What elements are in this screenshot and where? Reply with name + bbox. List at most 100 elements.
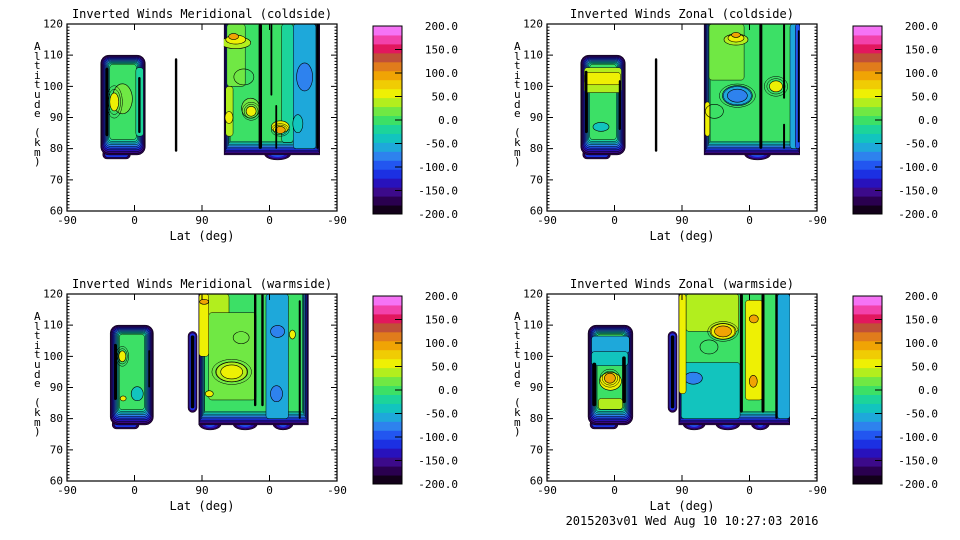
chart-title: Inverted Winds Zonal (warmside) [570,277,794,291]
contour-dark-streak [783,24,786,99]
contour-spot [604,372,616,384]
tick-label: -100.0 [418,431,458,444]
x-tick-labels: -90 0 90 0 -90 [57,484,347,497]
tick-label: -100.0 [898,431,938,444]
x-axis-label: Lat (deg) [169,499,235,513]
contour-band [591,335,630,354]
tick-label: 90 [195,214,208,227]
contour-spot [270,385,283,403]
contour-line [115,346,129,367]
contour-content [100,24,320,161]
tick-label: 70 [50,443,63,456]
right-contour-field [223,24,320,161]
tick-label: 100.0 [425,337,458,350]
tick-label: 100 [43,350,63,363]
x-axis-label: Lat (deg) [169,229,235,243]
contour-spot [274,126,286,134]
y-axis-ticks [547,293,817,482]
contour-dark-streak [258,24,263,149]
tick-label: -200.0 [418,208,458,221]
contour-dark-streak [270,24,273,96]
tick-label: 70 [530,443,543,456]
tick-label: -90 [807,214,827,227]
contour-dark-streak [618,80,621,130]
chart-title: Inverted Winds Zonal (coldside) [570,7,794,21]
tick-label: 110 [43,49,63,62]
tick-label: 200.0 [905,20,938,33]
contour-band [678,294,687,394]
panel-meridional-coldside: 120 110 100 90 80 70 60 -90 0 90 0 -90 200.0 150.0 100… [0,0,480,270]
y-axis-label: A l t i t u d e ( k m ) [34,40,41,169]
contour-line [699,339,719,355]
tick-label: 100 [43,80,63,93]
tick-label: 200.0 [425,290,458,303]
y-tick-labels: 120 110 100 90 80 70 60 [43,288,63,488]
tick-label: -50.0 [905,138,938,151]
contour-line [719,83,756,108]
contour-line [216,361,248,382]
colorbar: 200.0 150.0 100.0 50.0 0.0 -50.0 -100.0 -150.0 -… [852,20,939,221]
contour-spot [292,114,304,134]
left-contour-blob [109,324,154,430]
contour-spot [769,80,783,93]
contour-line [710,323,736,340]
tick-label: 100.0 [905,337,938,350]
tick-label: -150.0 [418,455,458,468]
tick-label: 110 [43,319,63,332]
contour-spot [224,111,234,124]
tick-label: 0.0 [918,114,938,127]
tick-label: 80 [50,412,63,425]
contour-dark-streak [622,356,626,404]
tick-label: 0 [746,484,753,497]
panel-zonal-warmside: 120 110 100 90 80 70 60 -90 0 90 0 -90 200.0 150.0 100… [480,270,960,540]
tick-label: 90 [530,381,543,394]
contour-spot [118,350,127,363]
tick-label: 50.0 [912,91,939,104]
contour-band [208,312,257,401]
tick-label: 50.0 [912,361,939,374]
tick-label: 0 [266,214,273,227]
tick-label: -90 [327,214,347,227]
tick-label: 0.0 [438,384,458,397]
tick-label: 100.0 [425,67,458,80]
contour-line [233,68,255,86]
contour-dark-streak [592,362,597,407]
contour-dark-streak [584,70,588,134]
tick-label: 90 [530,111,543,124]
y-axis-label: A l t i t u d e ( k m ) [34,310,41,439]
tick-label: 110 [523,49,543,62]
tick-label: 60 [50,475,63,488]
contour-dark-streak [138,76,141,134]
x-axis-ticks [134,24,270,211]
contour-spot [592,122,610,132]
y-axis-ticks [547,23,817,212]
contour-spot [245,105,257,117]
tick-label: -90 [327,484,347,497]
y-tick-labels: 120 110 100 90 80 70 60 [523,288,543,488]
contour-dark-streak [759,24,763,149]
tick-label: -150.0 [418,185,458,198]
tick-label: 120 [43,18,63,31]
tick-label: 90 [675,484,688,497]
contour-line [273,124,288,136]
contour-line [211,359,252,385]
tick-label: 0.0 [438,114,458,127]
right-contour-field [678,294,791,431]
contour-band [226,24,246,87]
tick-label: 0 [746,214,753,227]
tick-label: 150.0 [425,314,458,327]
tick-label: 200.0 [905,290,938,303]
contour-spot [130,386,144,402]
tick-label: 60 [50,205,63,218]
tick-label: -200.0 [418,478,458,491]
tick-label: 80 [530,142,543,155]
y-axis-ticks [67,293,337,482]
tick-label: 70 [530,173,543,186]
contour-spot [228,33,239,40]
contour-spot [731,32,741,38]
contour-dark-streak [783,123,786,149]
